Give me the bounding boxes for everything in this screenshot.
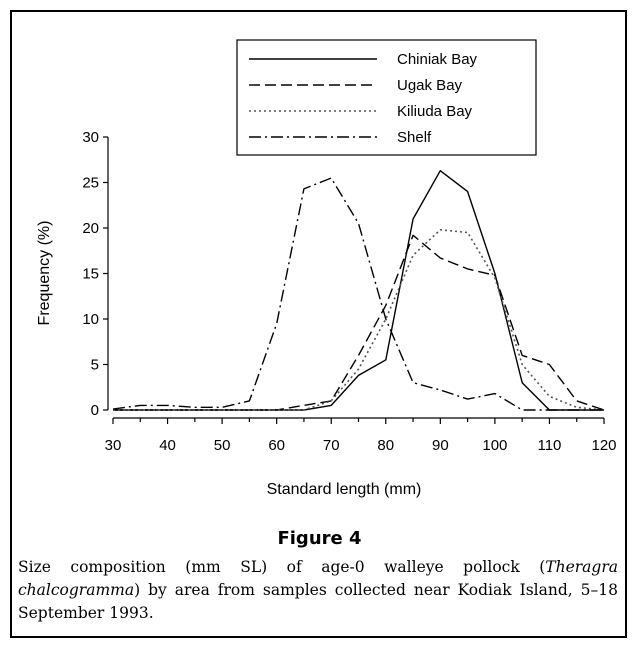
y-tick-label: 20 xyxy=(82,220,99,237)
x-tick-label: 80 xyxy=(377,437,394,454)
caption-text: ) by area from samples collected near Ko… xyxy=(18,581,618,622)
y-axis-label: Frequency (%) xyxy=(36,221,53,326)
y-tick-label: 5 xyxy=(91,357,99,374)
x-tick-label: 90 xyxy=(432,437,449,454)
chart-plot-area xyxy=(112,169,605,411)
figure-caption: Size composition (mm SL) of age-0 walley… xyxy=(18,556,618,625)
x-axis-label: Standard length (mm) xyxy=(267,481,422,498)
y-tick-label: 30 xyxy=(82,129,99,146)
x-tick-label: 60 xyxy=(268,437,285,454)
series-line-ugak-bay xyxy=(113,234,605,411)
y-tick-label: 25 xyxy=(82,175,99,192)
species-name: Theragra chalcogramma xyxy=(18,558,618,599)
x-tick-label: 100 xyxy=(482,437,507,454)
y-tick-label: 0 xyxy=(91,402,99,419)
legend-label-shelf: Shelf xyxy=(397,129,432,146)
x-tick-label: 120 xyxy=(591,437,616,454)
caption-text: Size composition (mm SL) of age-0 walley… xyxy=(18,558,546,576)
series-line-shelf xyxy=(112,177,604,411)
series-line-chiniak-bay xyxy=(113,169,604,411)
x-tick-label: 40 xyxy=(159,437,176,454)
legend-label-kiliuda-bay: Kiliuda Bay xyxy=(397,103,473,120)
x-tick-label: 110 xyxy=(537,437,561,454)
x-tick-label: 50 xyxy=(214,437,231,454)
legend-label-ugak-bay: Ugak Bay xyxy=(397,77,463,94)
legend-label-chiniak-bay: Chiniak Bay xyxy=(397,51,478,68)
y-tick-label: 15 xyxy=(82,266,99,283)
x-tick-label: 70 xyxy=(323,437,340,454)
chart-axes: 0 5 10 15 20 25 30 30 40 50 60 70 80 90 100 110 120 xyxy=(82,129,616,454)
figure-label: Figure 4 xyxy=(277,528,362,549)
legend-box xyxy=(236,39,537,156)
line-chart: 0 5 10 15 20 25 30 30 40 50 60 70 80 90 100 110 120 Chin… xyxy=(36,39,617,498)
chart-legend: Chiniak Bay Ugak Bay Kiliuda Bay Shelf xyxy=(236,39,537,156)
y-tick-label: 10 xyxy=(82,311,99,328)
x-tick-label: 30 xyxy=(105,437,122,454)
series-line-kiliuda-bay xyxy=(113,229,605,411)
